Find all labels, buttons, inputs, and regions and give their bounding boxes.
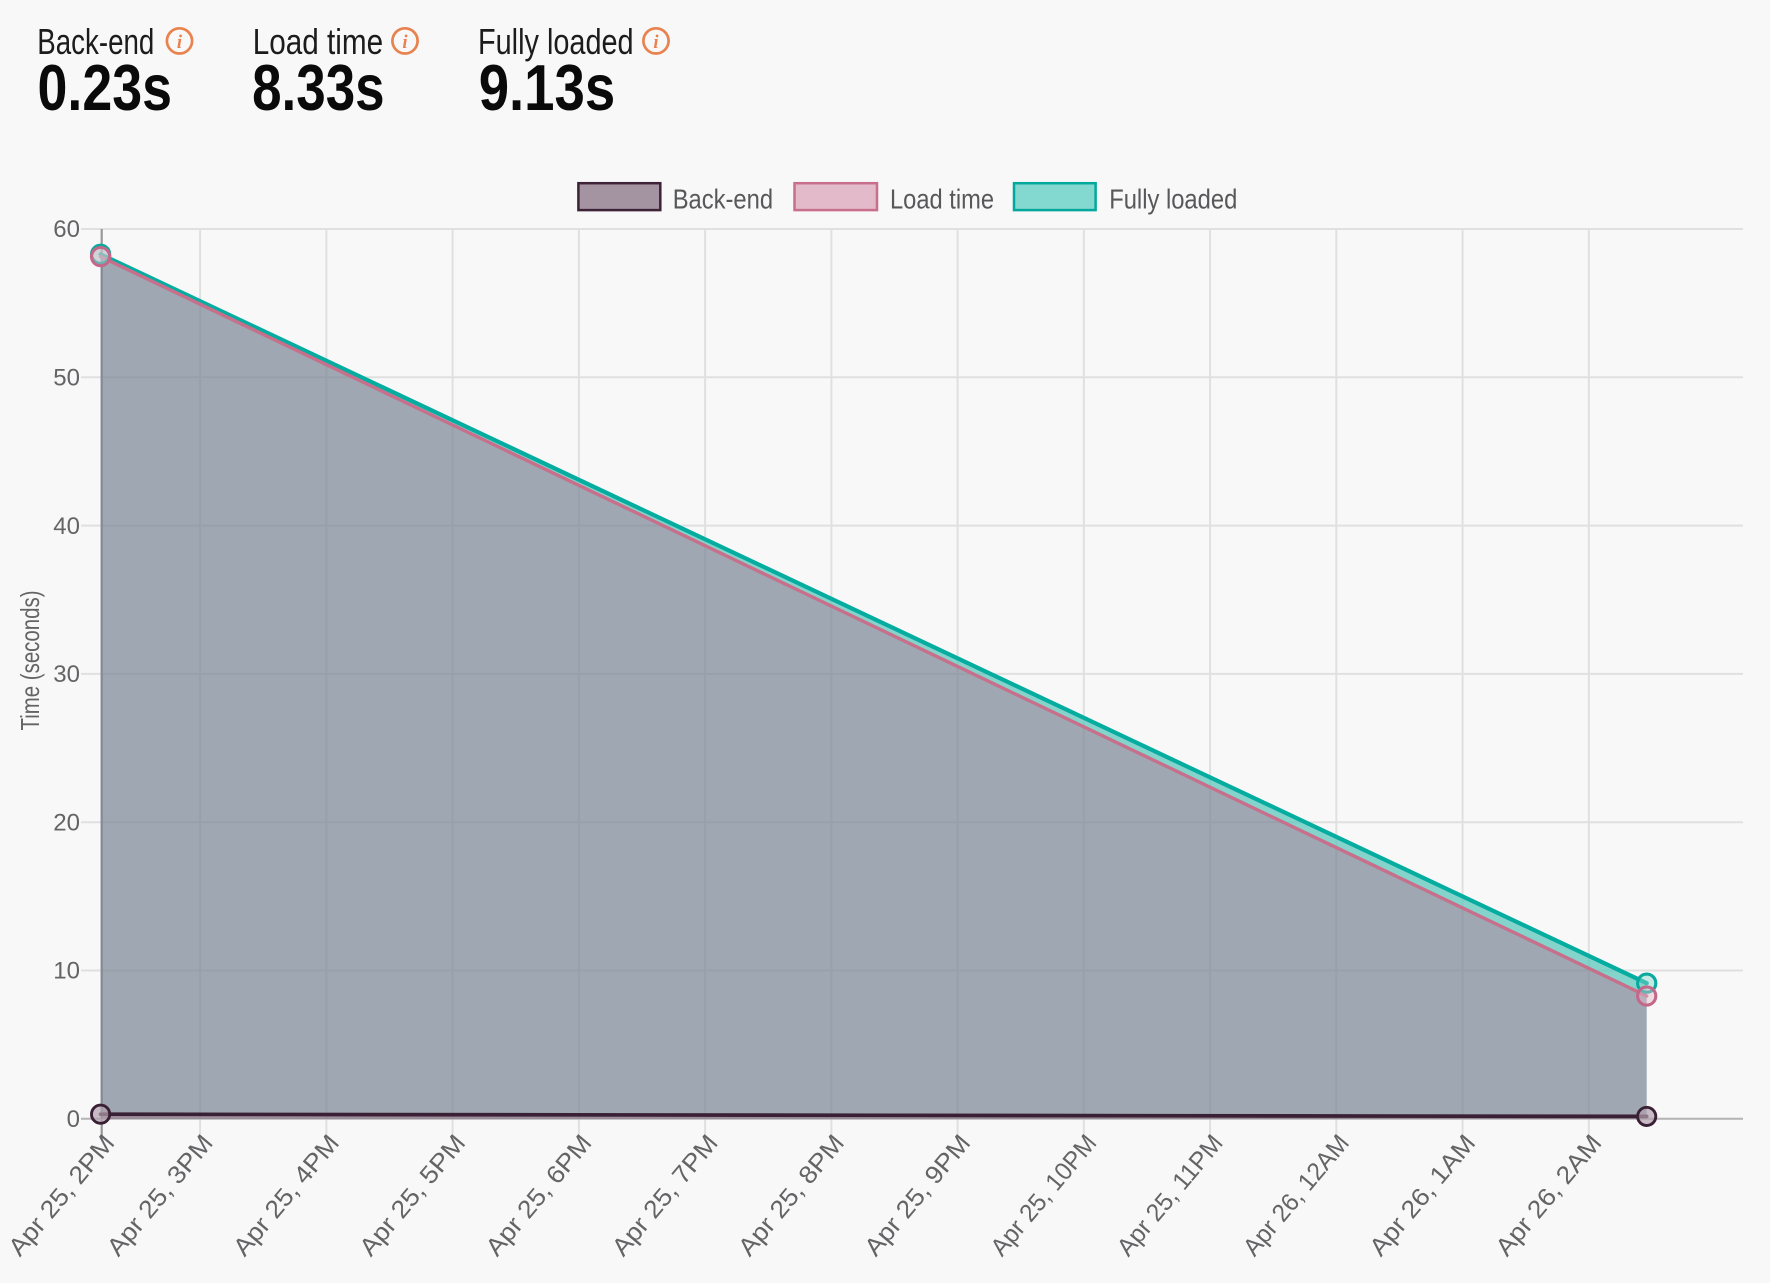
- svg-text:30: 30: [53, 661, 80, 688]
- svg-text:60: 60: [53, 216, 80, 243]
- svg-text:40: 40: [53, 513, 80, 540]
- svg-text:Back-end: Back-end: [673, 184, 773, 215]
- svg-text:0: 0: [67, 1106, 80, 1133]
- svg-text:i: i: [402, 33, 408, 53]
- svg-text:Back-end: Back-end: [37, 21, 154, 62]
- svg-text:0.23s: 0.23s: [38, 51, 173, 124]
- svg-text:Load time: Load time: [253, 21, 383, 62]
- svg-text:Fully loaded: Fully loaded: [1109, 184, 1237, 215]
- svg-text:Load time: Load time: [890, 184, 994, 215]
- svg-text:i: i: [177, 33, 183, 53]
- svg-text:9.13s: 9.13s: [479, 51, 616, 124]
- svg-text:i: i: [653, 33, 659, 53]
- svg-text:Fully loaded: Fully loaded: [478, 21, 634, 62]
- svg-text:50: 50: [53, 365, 80, 392]
- svg-text:10: 10: [53, 958, 80, 985]
- svg-text:Time (seconds): Time (seconds): [15, 591, 45, 731]
- svg-text:8.33s: 8.33s: [252, 51, 385, 124]
- svg-text:20: 20: [53, 809, 80, 836]
